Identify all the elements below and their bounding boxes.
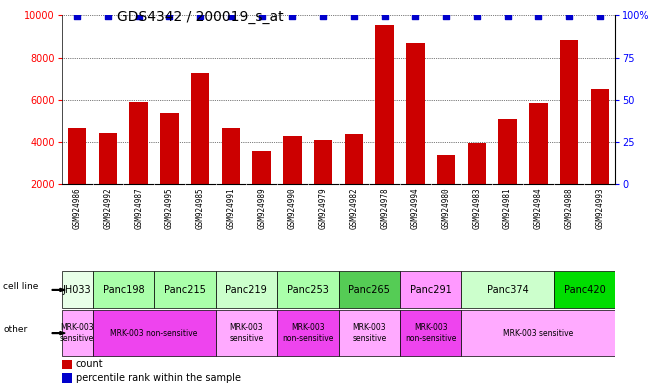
Text: Panc215: Panc215 <box>164 285 206 295</box>
Text: Panc420: Panc420 <box>564 285 605 295</box>
Text: Panc219: Panc219 <box>225 285 267 295</box>
Text: GSM924987: GSM924987 <box>134 187 143 228</box>
Bar <box>62 310 92 356</box>
Bar <box>154 271 215 308</box>
Text: MRK-003
non-sensitive: MRK-003 non-sensitive <box>282 323 333 343</box>
Text: GSM924993: GSM924993 <box>595 187 604 228</box>
Text: percentile rank within the sample: percentile rank within the sample <box>76 373 241 383</box>
Text: GSM924995: GSM924995 <box>165 187 174 228</box>
Point <box>380 13 390 20</box>
Text: other: other <box>3 325 27 334</box>
Point <box>503 13 513 20</box>
Text: JH033: JH033 <box>63 285 92 295</box>
Text: GSM924985: GSM924985 <box>196 187 204 228</box>
Text: GSM924981: GSM924981 <box>503 187 512 228</box>
Bar <box>560 40 578 227</box>
Text: Panc265: Panc265 <box>348 285 390 295</box>
Point <box>441 13 451 20</box>
Bar <box>590 89 609 227</box>
Text: MRK-003 non-sensitive: MRK-003 non-sensitive <box>111 329 198 338</box>
Bar <box>344 134 363 227</box>
Text: GSM924988: GSM924988 <box>564 187 574 228</box>
Text: GSM924984: GSM924984 <box>534 187 543 228</box>
Bar <box>62 373 72 382</box>
Point <box>226 13 236 20</box>
Bar <box>376 25 394 227</box>
Bar <box>462 310 615 356</box>
Bar <box>554 271 615 308</box>
Text: GSM924986: GSM924986 <box>73 187 82 228</box>
Bar <box>191 73 210 227</box>
Text: GSM924989: GSM924989 <box>257 187 266 228</box>
Bar <box>99 132 117 227</box>
Text: GSM924980: GSM924980 <box>441 187 450 228</box>
Bar <box>277 271 339 308</box>
Text: cell line: cell line <box>3 281 38 291</box>
Point <box>349 13 359 20</box>
Text: Panc253: Panc253 <box>287 285 329 295</box>
Point <box>195 13 205 20</box>
Point <box>103 13 113 20</box>
Point <box>564 13 574 20</box>
Bar <box>62 271 92 308</box>
Point <box>594 13 605 20</box>
Point <box>164 13 174 20</box>
Text: Panc374: Panc374 <box>487 285 529 295</box>
Bar <box>467 143 486 227</box>
Point <box>256 13 267 20</box>
Bar <box>277 310 339 356</box>
Text: Panc291: Panc291 <box>410 285 452 295</box>
Bar <box>400 310 462 356</box>
Bar <box>400 271 462 308</box>
Text: GDS4342 / 200019_s_at: GDS4342 / 200019_s_at <box>117 10 284 23</box>
Text: GSM924978: GSM924978 <box>380 187 389 228</box>
Bar <box>339 310 400 356</box>
Bar <box>253 151 271 227</box>
Point <box>133 13 144 20</box>
Point <box>410 13 421 20</box>
Bar <box>92 271 154 308</box>
Point <box>287 13 298 20</box>
Text: MRK-003
sensitive: MRK-003 sensitive <box>60 323 94 343</box>
Point <box>318 13 328 20</box>
Bar <box>529 103 547 227</box>
Bar <box>215 310 277 356</box>
Point <box>72 13 83 20</box>
Bar <box>68 128 87 227</box>
Bar <box>222 128 240 227</box>
Bar <box>215 271 277 308</box>
Bar <box>130 101 148 227</box>
Bar <box>160 113 178 227</box>
Point <box>471 13 482 20</box>
Text: MRK-003
sensitive: MRK-003 sensitive <box>352 323 387 343</box>
Text: MRK-003 sensitive: MRK-003 sensitive <box>503 329 574 338</box>
Text: MRK-003
sensitive: MRK-003 sensitive <box>229 323 264 343</box>
Text: Panc198: Panc198 <box>102 285 144 295</box>
Text: MRK-003
non-sensitive: MRK-003 non-sensitive <box>405 323 456 343</box>
Point <box>533 13 544 20</box>
Text: GSM924990: GSM924990 <box>288 187 297 228</box>
Bar <box>339 271 400 308</box>
Bar <box>92 310 215 356</box>
Bar <box>462 271 554 308</box>
Text: GSM924979: GSM924979 <box>318 187 327 228</box>
Bar <box>283 136 301 227</box>
Text: GSM924982: GSM924982 <box>350 187 359 228</box>
Bar <box>314 141 333 227</box>
Bar <box>437 156 455 227</box>
Text: GSM924994: GSM924994 <box>411 187 420 228</box>
Bar <box>62 360 72 369</box>
Text: count: count <box>76 359 104 369</box>
Text: GSM924991: GSM924991 <box>227 187 236 228</box>
Bar <box>499 119 517 227</box>
Text: GSM924983: GSM924983 <box>473 187 481 228</box>
Text: GSM924992: GSM924992 <box>104 187 113 228</box>
Bar <box>406 43 424 227</box>
